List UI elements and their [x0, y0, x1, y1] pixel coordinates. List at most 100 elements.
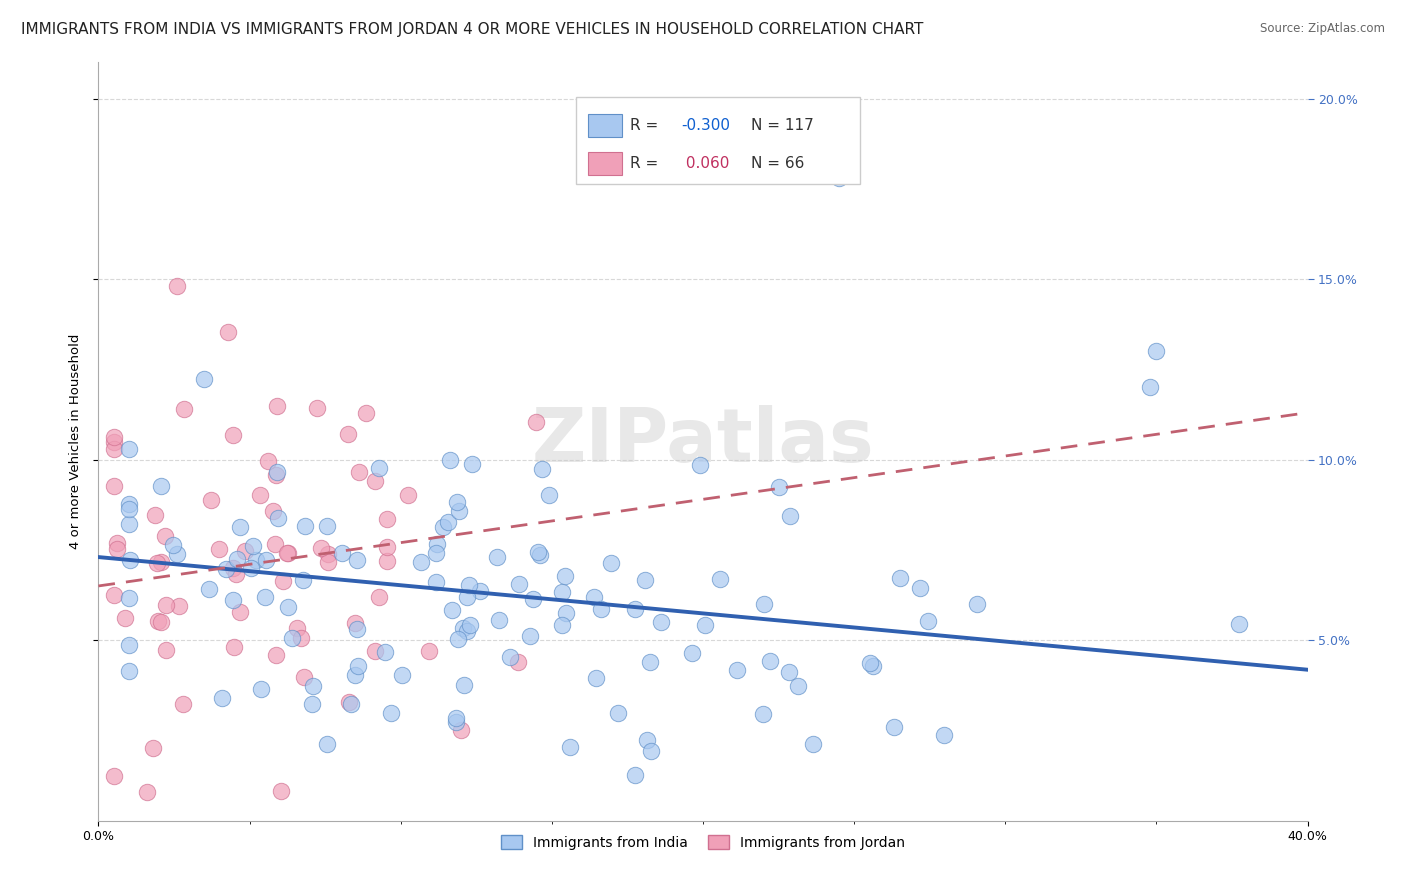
Point [506, 655, 529, 669]
Point [508, 576, 530, 591]
Point [301, 697, 323, 711]
Point [751, 707, 773, 722]
Point [458, 578, 481, 592]
Point [418, 643, 440, 657]
Point [910, 581, 932, 595]
Point [215, 562, 238, 576]
Point [316, 738, 339, 752]
Point [787, 679, 810, 693]
Point [198, 582, 221, 596]
Point [149, 615, 172, 630]
Point [103, 479, 125, 493]
Point [266, 467, 288, 482]
Point [650, 615, 672, 629]
Point [380, 706, 402, 720]
Point [889, 571, 911, 585]
Point [624, 768, 647, 782]
Point [709, 572, 731, 586]
Point [367, 461, 389, 475]
Point [519, 629, 541, 643]
Point [118, 497, 141, 511]
Point [432, 520, 454, 534]
Point [285, 621, 308, 635]
Text: IMMIGRANTS FROM INDIA VS IMMIGRANTS FROM JORDAN 4 OR MORE VEHICLES IN HOUSEHOLD : IMMIGRANTS FROM INDIA VS IMMIGRANTS FROM… [21, 22, 924, 37]
Point [155, 642, 177, 657]
Point [166, 547, 188, 561]
Point [103, 442, 125, 457]
Point [162, 538, 184, 552]
Text: ZIPatlas: ZIPatlas [531, 405, 875, 478]
Point [166, 279, 188, 293]
Point [344, 668, 367, 682]
Point [859, 656, 882, 670]
Point [249, 488, 271, 502]
Point [118, 664, 141, 678]
Point [391, 668, 413, 682]
Point [779, 509, 801, 524]
FancyBboxPatch shape [588, 152, 621, 175]
Point [1139, 380, 1161, 394]
Point [256, 454, 278, 468]
Point [363, 644, 385, 658]
Point [640, 744, 662, 758]
Point [498, 650, 520, 665]
Point [600, 557, 623, 571]
Point [336, 426, 359, 441]
Point [346, 622, 368, 636]
Point [828, 171, 851, 186]
Point [801, 738, 824, 752]
Text: 0.060: 0.060 [682, 156, 730, 170]
Point [558, 739, 581, 754]
Point [585, 671, 607, 685]
Point [439, 453, 461, 467]
Point [725, 663, 748, 677]
Point [266, 400, 288, 414]
Point [267, 510, 290, 524]
Point [375, 554, 398, 568]
Point [305, 401, 328, 415]
Point [135, 785, 157, 799]
Text: -0.300: -0.300 [682, 118, 730, 133]
Point [294, 670, 316, 684]
Point [768, 479, 790, 493]
Point [447, 504, 470, 518]
Point [103, 434, 125, 449]
Point [551, 585, 574, 599]
Point [444, 711, 467, 725]
Point [225, 566, 247, 581]
Point [155, 598, 177, 612]
Point [222, 560, 245, 574]
Point [222, 593, 245, 607]
Point [118, 553, 141, 567]
Text: N = 66: N = 66 [751, 156, 804, 170]
Point [638, 655, 661, 669]
Point [425, 574, 447, 589]
Point [396, 488, 419, 502]
Point [456, 624, 478, 638]
Point [250, 681, 273, 696]
Text: R =: R = [630, 118, 664, 133]
Point [681, 647, 703, 661]
Point [277, 546, 299, 560]
Point [485, 549, 508, 564]
Point [453, 678, 475, 692]
Point [332, 546, 354, 560]
Point [318, 555, 340, 569]
Point [346, 658, 368, 673]
Point [193, 372, 215, 386]
Point [458, 618, 481, 632]
Point [488, 613, 510, 627]
Point [118, 638, 141, 652]
Point [208, 541, 231, 556]
Point [346, 553, 368, 567]
Point [291, 574, 314, 588]
Point [229, 605, 252, 619]
Point [1227, 616, 1250, 631]
Point [356, 406, 378, 420]
Point [118, 517, 141, 532]
Point [437, 515, 460, 529]
Point [290, 631, 312, 645]
Point [270, 784, 292, 798]
Y-axis label: 4 or more Vehicles in Household: 4 or more Vehicles in Household [69, 334, 83, 549]
Point [932, 728, 955, 742]
